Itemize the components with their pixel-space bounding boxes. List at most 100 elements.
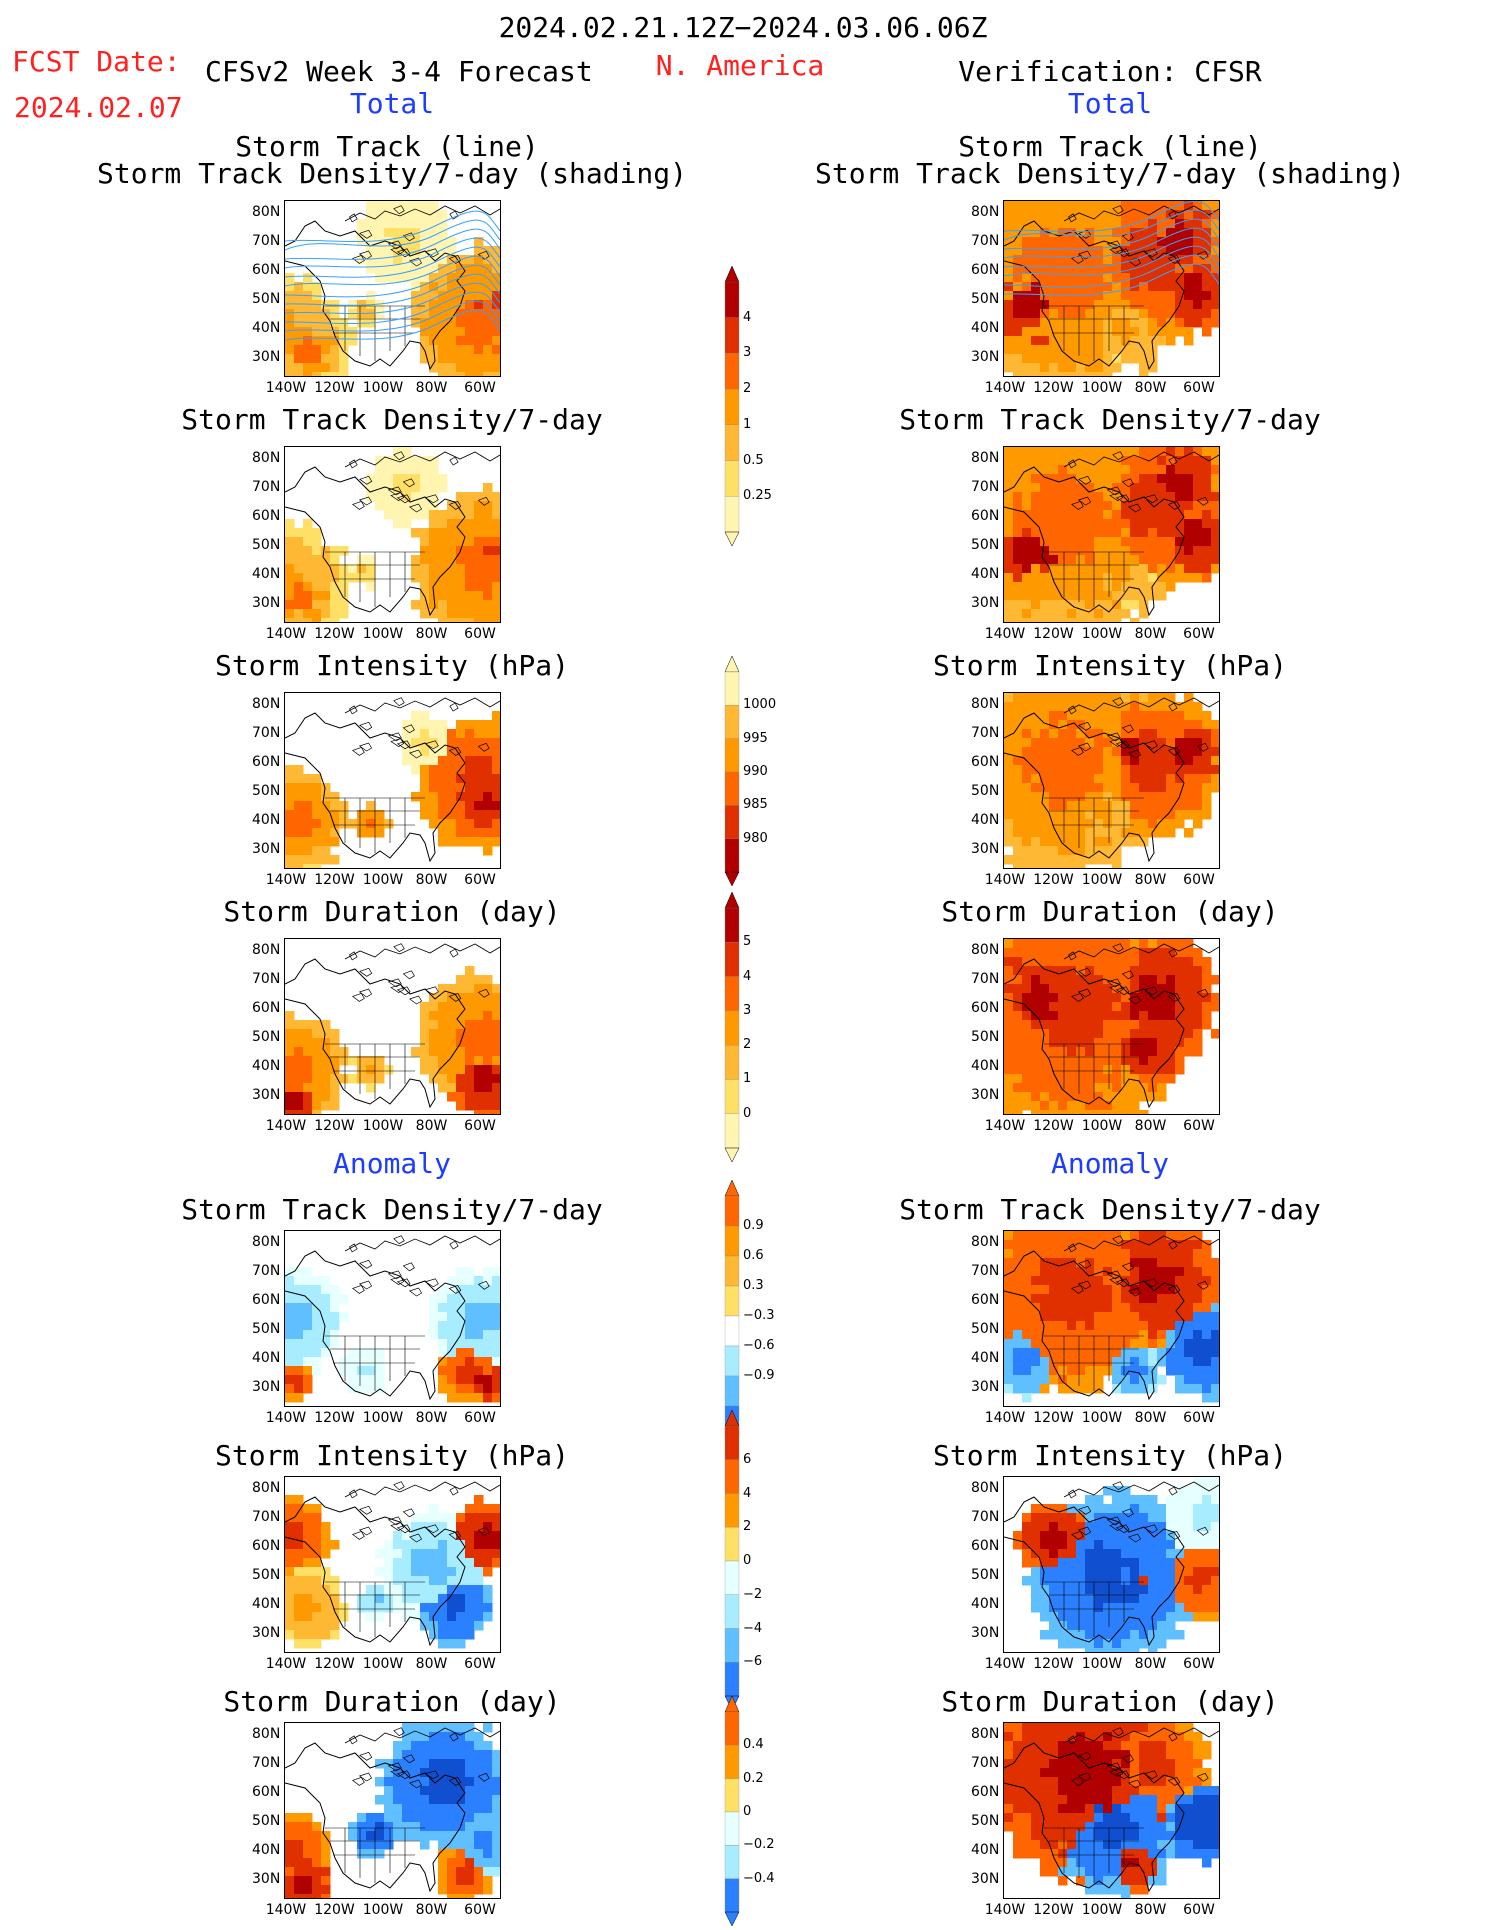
island-outline xyxy=(1128,1287,1142,1297)
shade-cell xyxy=(294,1038,304,1048)
right-intensity-title: Storm Intensity (hPa) xyxy=(932,649,1288,682)
shade-cell xyxy=(1049,246,1059,256)
shade-cell xyxy=(465,1759,475,1769)
shade-cell xyxy=(1121,711,1131,721)
shade-cell xyxy=(492,546,500,556)
shade-cell xyxy=(1085,318,1095,328)
shade-cell xyxy=(1175,492,1185,502)
shade-cell xyxy=(1022,201,1032,211)
shade-cell xyxy=(1049,573,1059,583)
shade-cell xyxy=(1058,1585,1068,1595)
shade-cell xyxy=(447,1795,457,1805)
left-anom-intensity-title: Storm Intensity (hPa) xyxy=(214,1439,570,1472)
shade-cell xyxy=(357,219,367,229)
shade-cell xyxy=(1085,219,1095,229)
shade-cell xyxy=(1103,1504,1113,1514)
island-outline xyxy=(1070,992,1084,1002)
shade-cell xyxy=(312,1047,322,1057)
shade-cell xyxy=(1184,1804,1194,1814)
shade-cell xyxy=(1211,1540,1219,1550)
shade-cell xyxy=(393,519,403,529)
shade-cell xyxy=(474,1339,484,1349)
shade-cell xyxy=(465,1603,475,1613)
shade-cell xyxy=(1121,1092,1131,1102)
shade-cell xyxy=(285,1330,295,1340)
lat-label: 50N xyxy=(252,783,281,799)
shade-cell xyxy=(1067,1074,1077,1084)
shade-cell xyxy=(483,582,493,592)
shade-cell xyxy=(366,573,376,583)
shade-cell xyxy=(1121,591,1131,601)
shade-cell xyxy=(1184,1531,1194,1541)
shade-cell xyxy=(1184,318,1194,328)
shade-cell xyxy=(1193,1594,1203,1604)
shade-cell xyxy=(1040,1110,1050,1114)
shade-cell xyxy=(1202,792,1212,802)
shade-cell xyxy=(1085,201,1095,211)
shade-cell xyxy=(1175,1321,1185,1331)
shade-cell xyxy=(294,564,304,574)
shade-cell xyxy=(1076,219,1086,229)
shade-cell xyxy=(1175,1366,1185,1376)
shade-cell xyxy=(438,1366,448,1376)
map-panel-forecast-4 xyxy=(284,1230,501,1407)
shade-cell xyxy=(1058,501,1068,511)
colorbar-segment xyxy=(724,1745,740,1779)
shade-cell xyxy=(1031,1585,1041,1595)
shade-cell xyxy=(1094,810,1104,820)
shade-cell xyxy=(1067,1777,1077,1787)
shade-cell xyxy=(1058,1101,1068,1111)
shade-cell xyxy=(1049,1011,1059,1021)
shade-cell xyxy=(1121,1768,1131,1778)
shade-cell xyxy=(1004,546,1014,556)
shade-cell xyxy=(1112,1348,1122,1358)
shade-cell xyxy=(366,819,376,829)
shade-cell xyxy=(1103,546,1113,556)
shade-cell xyxy=(1094,1366,1104,1376)
shade-cell xyxy=(438,1029,448,1039)
shade-cell xyxy=(1049,1513,1059,1523)
shade-cell xyxy=(447,810,457,820)
shade-cell xyxy=(1094,345,1104,355)
shade-cell xyxy=(303,1885,313,1895)
shade-cell xyxy=(285,363,295,373)
shade-cell xyxy=(1184,1831,1194,1841)
shade-cell xyxy=(348,1822,358,1832)
shade-cell xyxy=(1031,1074,1041,1084)
shade-cell xyxy=(438,756,448,766)
state-borders xyxy=(1044,1581,1144,1637)
shade-cell xyxy=(330,363,340,373)
shade-cell xyxy=(303,300,313,310)
shade-cell xyxy=(1094,1549,1104,1559)
shade-cell xyxy=(447,1804,457,1814)
shade-cell xyxy=(1040,1768,1050,1778)
shade-cell xyxy=(1121,1110,1131,1114)
shade-cell xyxy=(1031,1267,1041,1277)
shade-cell xyxy=(1139,291,1149,301)
shade-cell xyxy=(1166,1585,1176,1595)
shade-cell xyxy=(303,1303,313,1313)
shade-cell xyxy=(420,765,430,775)
shade-cell xyxy=(1130,1375,1140,1385)
shade-cell xyxy=(1112,1867,1122,1877)
shade-cell xyxy=(1211,537,1219,547)
shade-cell xyxy=(1166,939,1176,949)
shade-cell xyxy=(1139,1294,1149,1304)
island-outline xyxy=(358,988,373,998)
shade-cell xyxy=(1004,993,1014,1003)
shade-cell xyxy=(1067,1585,1077,1595)
shade-cell xyxy=(1121,1330,1131,1340)
shade-cell xyxy=(1193,1504,1203,1514)
shade-cell xyxy=(375,228,385,238)
shade-cell xyxy=(1058,846,1068,856)
island-outline xyxy=(390,492,405,501)
storm-track-line xyxy=(285,273,500,306)
shade-cell xyxy=(1139,1056,1149,1066)
shade-cell xyxy=(1121,1894,1131,1898)
shade-cell xyxy=(1211,1522,1219,1532)
shade-cell xyxy=(447,1768,457,1778)
shade-cell xyxy=(1067,1231,1077,1241)
shade-cell xyxy=(1094,1849,1104,1859)
shade-cell xyxy=(447,1813,457,1823)
shade-cell xyxy=(474,975,484,985)
